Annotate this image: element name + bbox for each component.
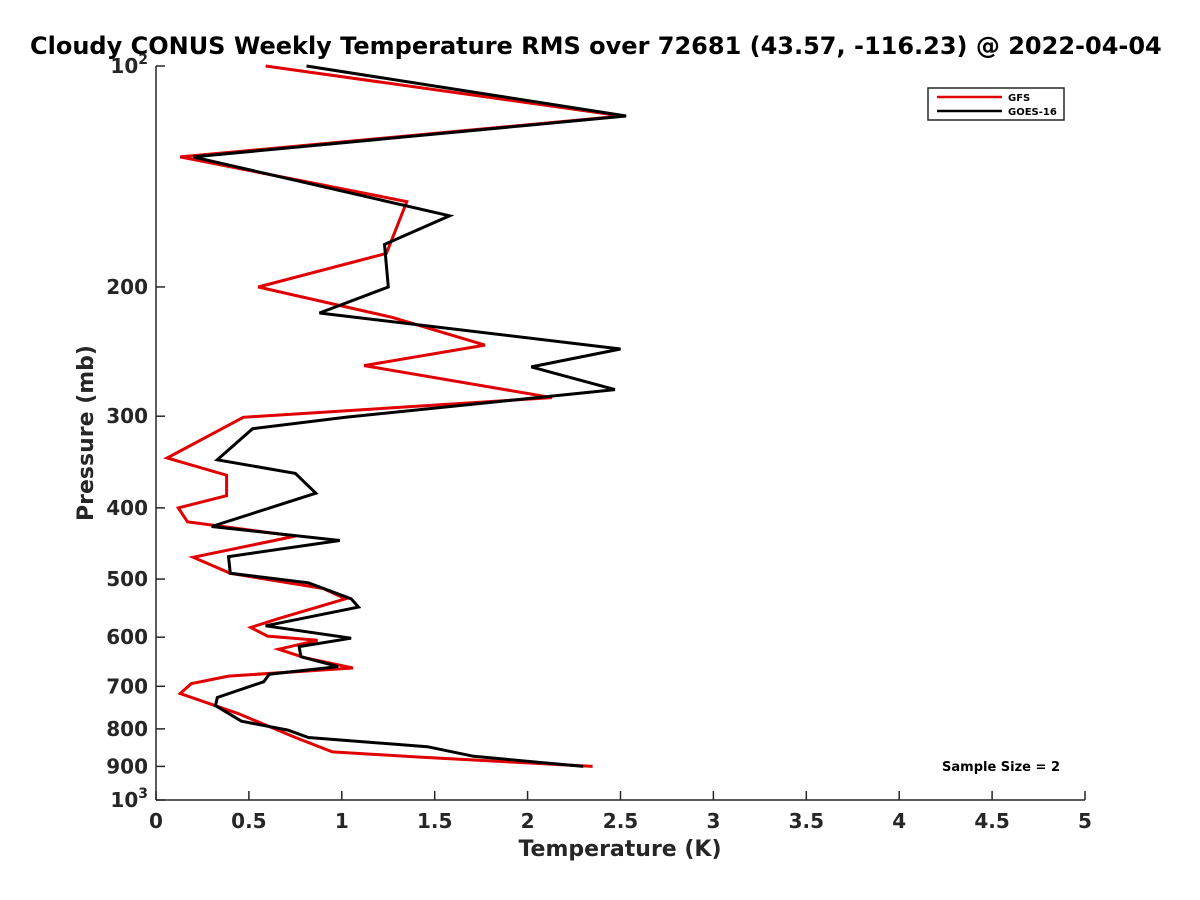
legend-label-gfs: GFS [1008, 93, 1030, 104]
sample-size-annotation: Sample Size = 2 [942, 760, 1060, 775]
x-tick-label: 1 [335, 809, 349, 833]
y-axis-label: Pressure (mb) [74, 345, 99, 521]
y-tick-label: 600 [106, 625, 148, 649]
series-line-gfs [163, 64, 623, 768]
y-tick-label: 102 [110, 52, 148, 78]
legend-box [927, 87, 1065, 121]
y-tick-label: 300 [106, 404, 148, 428]
axes: 0 0.5 1 1.5 2 2.5 3 3.5 4 4.5 5 102 200 300 400 500 600 7… [106, 52, 1092, 833]
x-tick-label: 1.5 [417, 809, 452, 833]
y-tick-label: 500 [106, 567, 148, 591]
x-tick-label: 5 [1078, 809, 1092, 833]
x-tick-label: 3.5 [789, 809, 824, 833]
x-tick-label: 3 [706, 809, 720, 833]
x-tick-label: 4 [892, 809, 906, 833]
x-tick-label: 2.5 [603, 809, 638, 833]
x-tick-label: 0.5 [231, 809, 266, 833]
y-tick-label: 900 [106, 754, 148, 778]
x-tick-label: 0 [149, 809, 163, 833]
y-tick-label: 103 [110, 786, 148, 812]
y-tick-label: 700 [106, 674, 148, 698]
x-axis-label: Temperature (K) [518, 837, 721, 862]
y-tick-label: 200 [106, 275, 148, 299]
y-tick-label: 800 [106, 717, 148, 741]
legend-label-goes-16: GOES-16 [1008, 107, 1057, 118]
x-tick-label: 2 [521, 809, 535, 833]
series-line-goes-16 [192, 64, 627, 768]
series-layer [163, 64, 627, 768]
y-tick-label: 400 [106, 496, 148, 520]
legend: GFS GOES-16 [927, 87, 1065, 121]
x-tick-label: 4.5 [974, 809, 1009, 833]
chart-title: Cloudy CONUS Weekly Temperature RMS over… [30, 32, 1162, 60]
